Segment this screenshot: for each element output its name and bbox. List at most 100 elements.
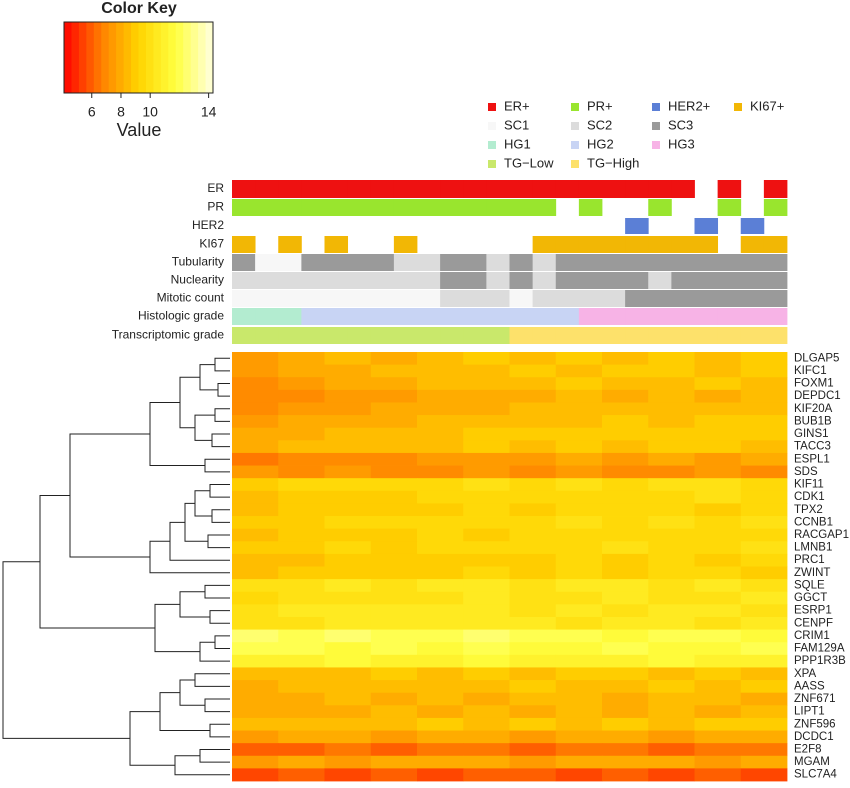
annotation-block [763, 327, 788, 344]
heatmap-cell [555, 768, 603, 782]
heatmap-cell [555, 692, 603, 706]
heatmap-cell [694, 579, 742, 593]
heatmap-cell [324, 768, 372, 782]
heatmap-cell [555, 528, 603, 542]
heatmap-cell [370, 654, 418, 668]
annotation-block [393, 199, 418, 216]
heatmap-cell [740, 465, 788, 479]
annotation-block [440, 327, 464, 344]
heatmap-cell [740, 503, 788, 517]
heatmap-cell [278, 642, 325, 656]
heatmap-cell [324, 516, 372, 530]
heatmap-cell [602, 364, 649, 378]
row-label: TPX2 [794, 504, 823, 516]
annotation-block [440, 272, 464, 289]
heatmap-cell [694, 553, 742, 567]
annotation-block [532, 272, 557, 289]
annotation-block [694, 327, 719, 344]
annotation-block [740, 327, 765, 344]
heatmap-cell [370, 490, 418, 504]
heatmap-cell [555, 440, 603, 454]
heatmap-cell [232, 654, 279, 668]
heatmap-cell [232, 415, 279, 429]
heatmap-cell [278, 541, 325, 555]
heatmap-cell [278, 415, 325, 429]
annotation-block [694, 308, 719, 325]
heatmap-cell [232, 768, 279, 782]
legend-swatch [571, 122, 579, 130]
annotation-block [278, 236, 302, 253]
color-key-bin [190, 22, 199, 93]
heatmap-cell [648, 553, 695, 567]
heatmap-cell [370, 440, 418, 454]
annotation-block [717, 272, 742, 289]
heatmap-cell [278, 528, 325, 542]
heatmap-cell [509, 642, 557, 656]
heatmap-cell [694, 680, 742, 694]
annotation-block [578, 180, 603, 198]
heatmap-cell [417, 440, 464, 454]
heatmap-cell [232, 705, 279, 719]
heatmap-cell [740, 579, 788, 593]
annotation-block [417, 199, 441, 216]
heatmap-cell [232, 465, 279, 479]
heatmap-cell [463, 503, 510, 517]
heatmap-cell [509, 427, 557, 441]
heatmap-cell [324, 364, 372, 378]
row-label: LMNB1 [794, 542, 832, 554]
annotation-label: KI67 [199, 237, 224, 251]
annotation-block [717, 308, 742, 325]
color-key-bin [64, 22, 72, 93]
heatmap-cell [740, 427, 788, 441]
annotation-block [347, 254, 372, 271]
heatmap-cell [602, 528, 649, 542]
heatmap-cell [694, 541, 742, 555]
heatmap-cell [370, 377, 418, 391]
annotation-block [393, 180, 418, 198]
heatmap-cell [232, 616, 279, 630]
annotation-block [486, 327, 510, 344]
heatmap-cell [694, 629, 742, 643]
heatmap-cell [370, 629, 418, 643]
annotation-block [717, 180, 742, 198]
heatmap-cell [232, 364, 279, 378]
row-label: ESRP1 [794, 605, 832, 617]
annotation-block [740, 290, 765, 307]
annotation-label: Histologic grade [138, 309, 224, 323]
annotation-block [532, 327, 557, 344]
annotation-block [555, 254, 580, 271]
heatmap-cell [694, 440, 742, 454]
heatmap-cell [324, 629, 372, 643]
heatmap-cell [278, 553, 325, 567]
heatmap-cell [417, 389, 464, 403]
heatmap-cell [417, 768, 464, 782]
heatmap-cell [602, 427, 649, 441]
annotation-block [602, 236, 626, 253]
heatmap-cell [555, 553, 603, 567]
heatmap-cell [602, 604, 649, 618]
heatmap-cell [232, 604, 279, 618]
heatmap-cell [417, 352, 464, 366]
annotation-block [694, 290, 719, 307]
heatmap-cell [417, 566, 464, 580]
annotation-label: PR [207, 200, 224, 214]
heatmap-cell [509, 402, 557, 416]
row-label: KIFC1 [794, 365, 827, 377]
heatmap-cell [694, 352, 742, 366]
heatmap-cell [602, 629, 649, 643]
heatmap-cell [555, 516, 603, 530]
heatmap-cell [509, 490, 557, 504]
heatmap-cell [232, 503, 279, 517]
heatmap-cell [370, 528, 418, 542]
heatmap-cell [324, 528, 372, 542]
heatmap-cell [648, 579, 695, 593]
row-label: ZWINT [794, 567, 830, 579]
annotation-block [625, 308, 649, 325]
heatmap-cell [417, 465, 464, 479]
heatmap-cell [370, 743, 418, 757]
annotation-block [532, 180, 557, 198]
row-label: PPP1R3B [794, 655, 846, 667]
row-label: KIF11 [794, 479, 824, 491]
annotation-block [740, 218, 765, 234]
heatmap-cell [648, 452, 695, 466]
